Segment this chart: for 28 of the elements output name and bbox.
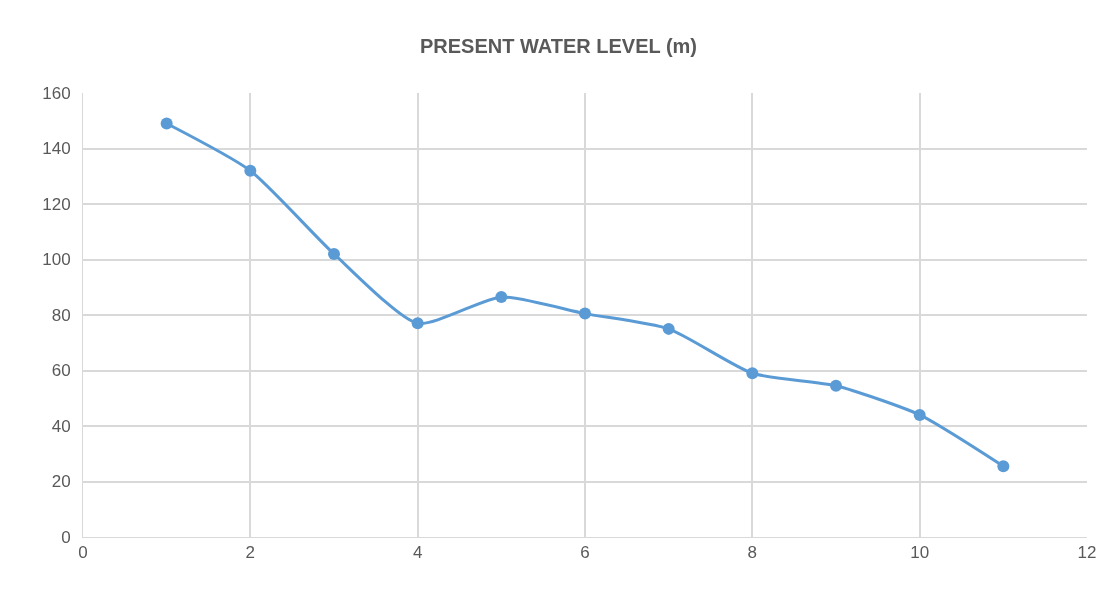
point (328, 247, 340, 260)
chart-title: PRESENT WATER LEVEL (m) (419, 35, 698, 57)
y-tick-label: 120 (42, 194, 71, 214)
x-tick-label: 12 (1077, 543, 1097, 563)
point (244, 164, 257, 177)
point (913, 408, 926, 421)
point (746, 367, 759, 380)
point (495, 290, 508, 303)
y-tick-label: 140 (42, 139, 71, 159)
point (160, 117, 173, 130)
point (411, 317, 424, 330)
y-tick-label: 20 (51, 472, 71, 492)
point (579, 307, 591, 320)
y-tick-label: 100 (42, 250, 71, 270)
point (662, 322, 675, 335)
y-tick-label: 80 (51, 305, 71, 325)
x-tick-label: 10 (910, 543, 930, 563)
point (997, 460, 1010, 473)
y-tick-label: 0 (61, 527, 71, 547)
x-tick-label: 8 (747, 543, 758, 563)
y-tick-label: 60 (51, 361, 71, 381)
x-tick-label: 6 (580, 543, 590, 563)
y-tick-label: 160 (42, 83, 71, 103)
x-tick-label: 2 (245, 543, 256, 563)
y-tick-label: 40 (51, 416, 71, 436)
point (830, 379, 842, 392)
x-tick-label: 4 (412, 543, 423, 563)
x-tick-label: 0 (78, 543, 88, 563)
